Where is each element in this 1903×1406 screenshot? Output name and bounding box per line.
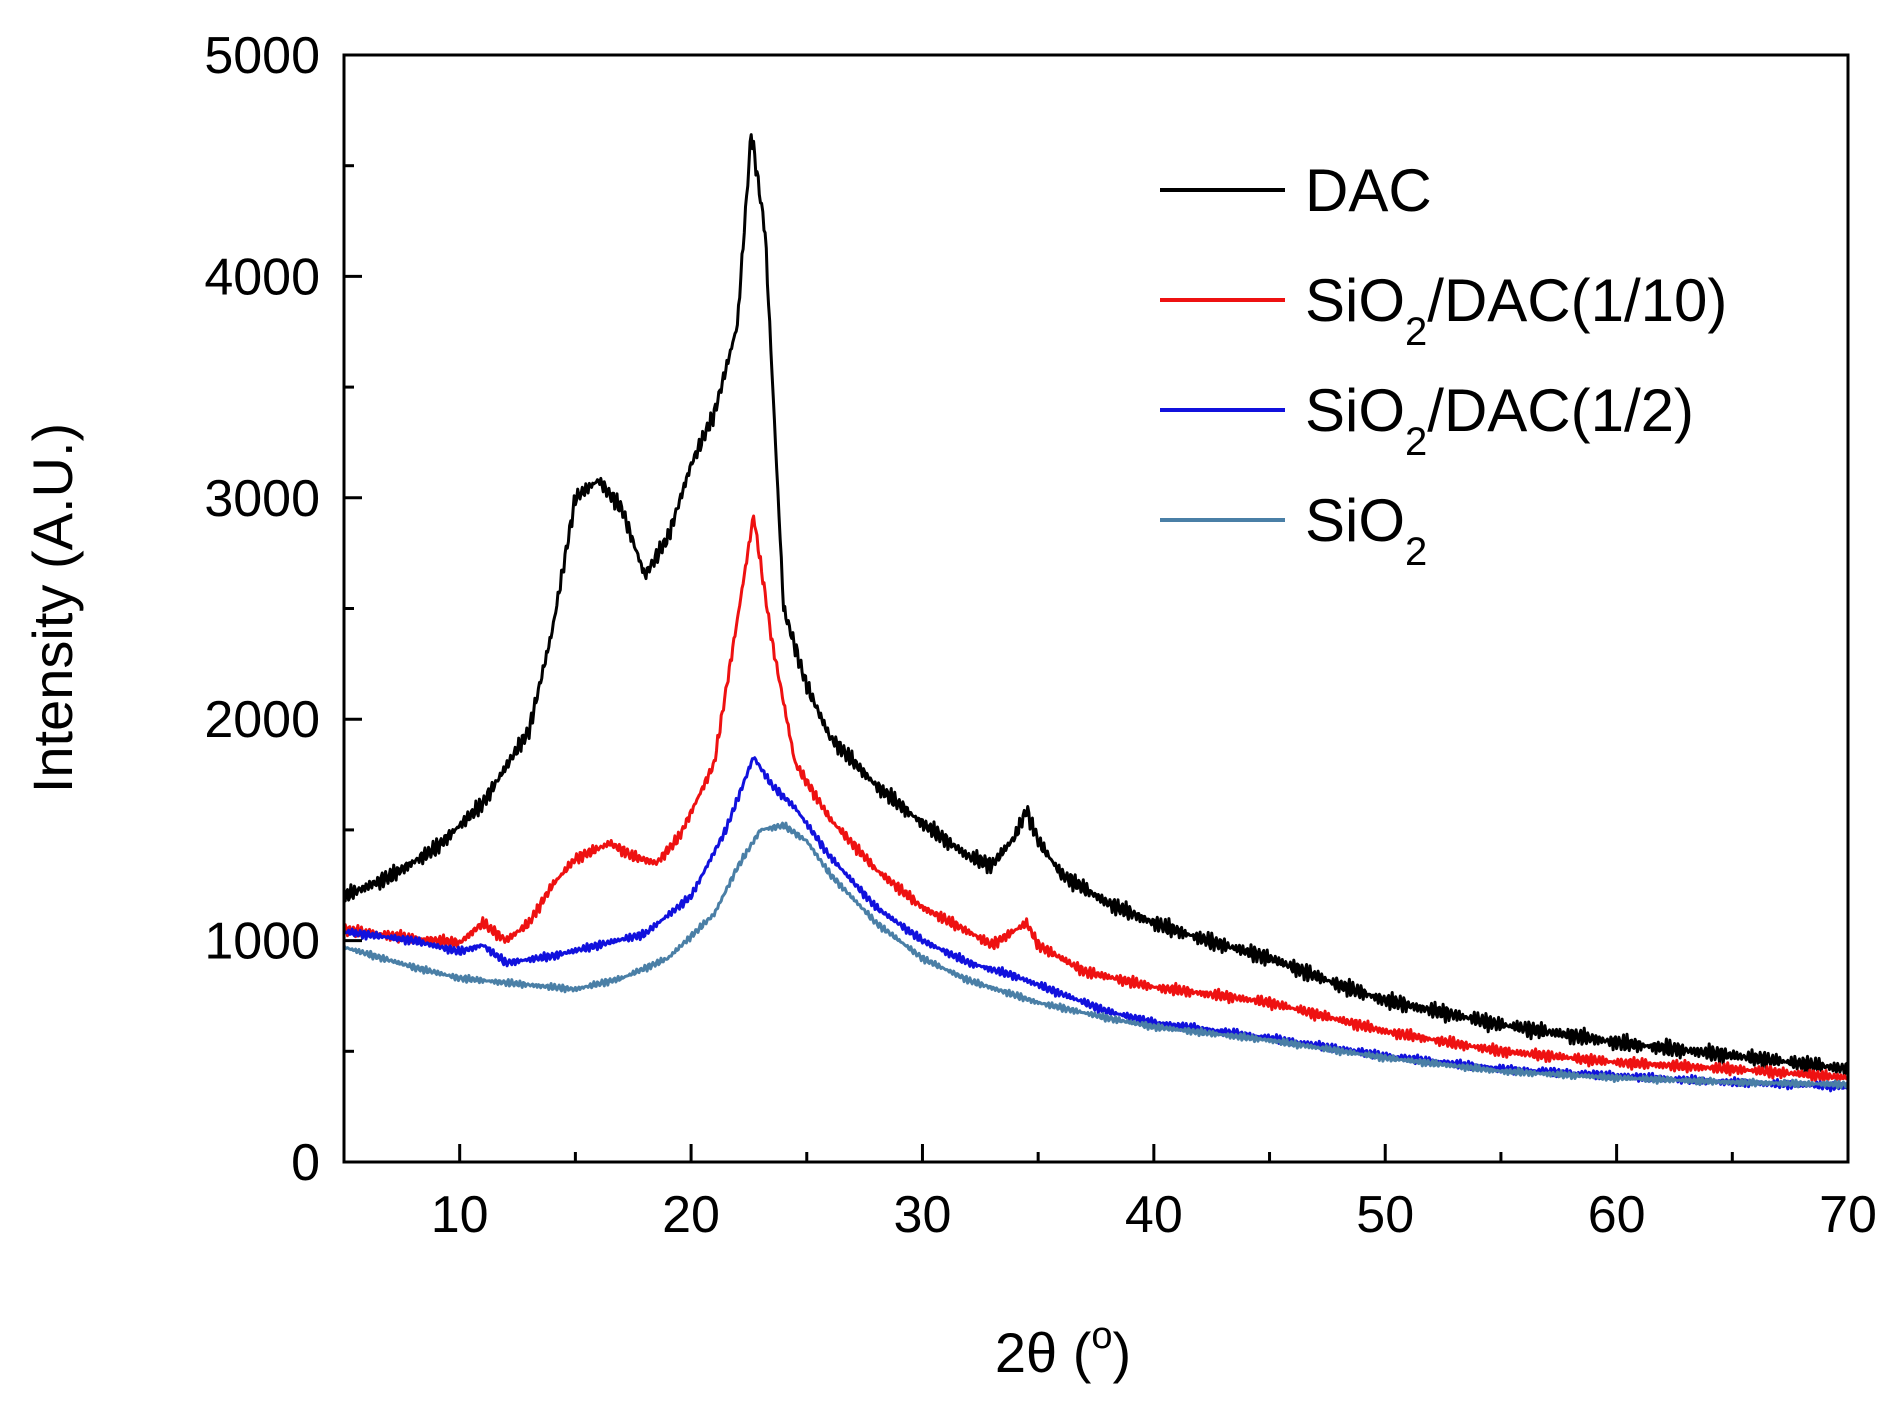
x-tick-label: 10 bbox=[431, 1186, 489, 1244]
x-tick-label: 70 bbox=[1819, 1186, 1877, 1244]
legend-label-rest: /DAC(1/2) bbox=[1427, 377, 1694, 444]
x-axis-title: 2θ (o) bbox=[995, 1315, 1131, 1384]
x-axis-title-main: 2θ ( bbox=[995, 1321, 1092, 1384]
y-tick-label: 3000 bbox=[204, 470, 320, 528]
legend-label-sub: 2 bbox=[1405, 310, 1427, 354]
legend-label: SiO2/DAC(1/2) bbox=[1305, 377, 1694, 464]
legend-label-main: DAC bbox=[1305, 157, 1432, 224]
series-line-sio2-dac-1-2- bbox=[343, 756, 1850, 1093]
series-layer bbox=[342, 133, 1850, 1093]
plot-frame bbox=[342, 53, 1850, 1164]
y-tick-label: 2000 bbox=[204, 691, 320, 749]
legend-label-main: SiO bbox=[1305, 487, 1405, 554]
legend-label-main: SiO bbox=[1305, 377, 1405, 444]
legend-label-rest: /DAC(1/10) bbox=[1427, 267, 1727, 334]
x-tick-label: 50 bbox=[1356, 1186, 1414, 1244]
y-axis-title: Intensity (A.U.) bbox=[21, 423, 84, 793]
legend-label-main: SiO bbox=[1305, 267, 1405, 334]
x-tick-label: 40 bbox=[1125, 1186, 1183, 1244]
legend-label: SiO2 bbox=[1305, 487, 1427, 574]
x-axis-title-sup: o bbox=[1091, 1315, 1112, 1357]
series-line-sio2-dac-1-10- bbox=[342, 514, 1850, 1083]
legend-label: DAC bbox=[1305, 157, 1432, 224]
legend-label: SiO2/DAC(1/10) bbox=[1305, 267, 1727, 354]
ticks-layer bbox=[342, 53, 1850, 1164]
y-tick-label: 4000 bbox=[204, 248, 320, 306]
x-tick-label: 60 bbox=[1588, 1186, 1646, 1244]
x-tick-label: 30 bbox=[894, 1186, 952, 1244]
tick-labels-layer: 10 20 30 40 50 60 70 0 1000 2000 3000 4000 5000 bbox=[204, 27, 1877, 1244]
series-line-sio2 bbox=[342, 821, 1849, 1090]
legend-label-sub: 2 bbox=[1405, 530, 1427, 574]
y-tick-label: 0 bbox=[291, 1134, 320, 1192]
x-tick-label: 20 bbox=[662, 1186, 720, 1244]
x-axis-title-end: ) bbox=[1112, 1321, 1131, 1384]
y-tick-label: 1000 bbox=[204, 913, 320, 971]
series-line-dac bbox=[342, 133, 1850, 1079]
y-tick-label: 5000 bbox=[204, 27, 320, 85]
legend-label-sub: 2 bbox=[1405, 420, 1427, 464]
